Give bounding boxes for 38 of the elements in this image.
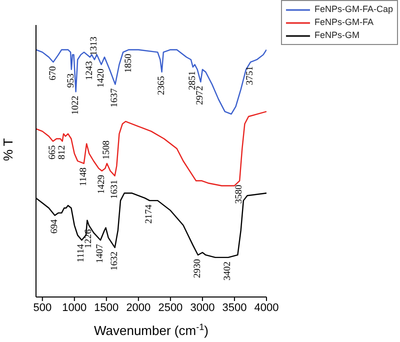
x-tick-label: 1000 — [62, 302, 87, 314]
annotation: 2930 — [192, 258, 203, 278]
annotation: 1313 — [89, 36, 100, 56]
x-axis-title: Wavenumber (cm$^{-1}$) — [94, 322, 209, 338]
annotation: 665 — [48, 144, 58, 160]
annotation: 953 — [66, 73, 76, 88]
annotation: 3580 — [234, 184, 245, 204]
legend-label: FeNPs-GM — [314, 29, 360, 42]
annotation: 1850 — [124, 53, 134, 73]
annotation: 1632 — [110, 251, 120, 271]
annotation: 2972 — [196, 86, 206, 105]
legend-label: FeNPs-GM-FA-Cap — [314, 3, 393, 16]
annotation: 2174 — [144, 204, 155, 224]
legend-label: FeNPs-GM-FA — [314, 16, 374, 29]
annotation: 1429 — [96, 174, 107, 194]
annotation: 1407 — [95, 244, 106, 264]
annotation: 1508 — [102, 140, 112, 160]
annotation: 670 — [48, 66, 58, 80]
annotation: 1631 — [110, 180, 120, 199]
x-tick-label: 1500 — [94, 302, 119, 314]
annotation: 2365 — [156, 76, 167, 95]
x-tick-label: 3000 — [190, 302, 215, 314]
x-tick-label: 500 — [33, 302, 52, 314]
annotation: 1243 — [84, 60, 95, 80]
annotation: 3751 — [246, 66, 256, 86]
annotation: 1420 — [96, 68, 106, 88]
x-tick-label: 4000 — [254, 302, 279, 314]
annotation: 3402 — [223, 261, 234, 280]
annotation: 694 — [50, 219, 60, 234]
x-tick-label: 2000 — [126, 302, 151, 314]
annotation: 2851 — [188, 70, 198, 90]
annotation: 812 — [57, 144, 68, 160]
x-tick-label: 2500 — [158, 302, 183, 314]
annotation: 1022 — [70, 96, 81, 115]
annotation: 1148 — [78, 167, 89, 186]
x-tick-label: 3500 — [222, 302, 247, 314]
annotation: 1637 — [110, 88, 120, 108]
y-axis-title: % T — [0, 138, 16, 161]
